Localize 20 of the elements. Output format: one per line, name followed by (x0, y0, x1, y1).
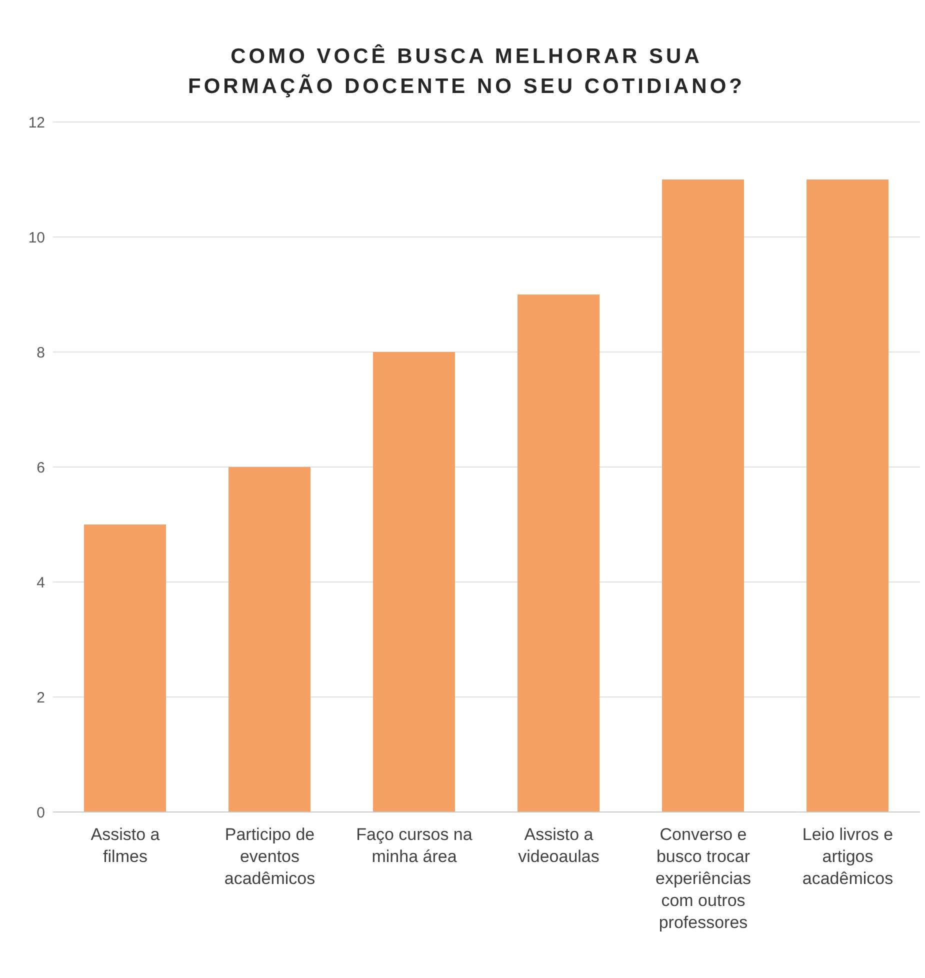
y-tick-label: 0 (36, 804, 45, 822)
bar (373, 352, 455, 812)
x-tick-label: Faço cursos na minha área (356, 825, 473, 866)
y-tick-label: 10 (28, 229, 45, 246)
bar (228, 467, 310, 812)
bar (806, 180, 888, 812)
chart-title: COMO VOCÊ BUSCA MELHORAR SUA FORMAÇÃO DOCENTE NO SEU COTIDIANO? (187, 43, 746, 100)
bar (84, 524, 166, 812)
bar (518, 294, 600, 812)
y-tick-label: 8 (36, 344, 45, 362)
y-tick-label: 4 (36, 574, 45, 592)
y-tick-label: 6 (36, 459, 45, 476)
x-tick-label: Participo de eventos acadêmicos (224, 825, 316, 888)
x-tick-label: Leio livros e artigos acadêmicos (802, 825, 894, 888)
y-tick-label: 12 (28, 114, 45, 132)
x-tick-label: Assisto a videoaulas (518, 825, 600, 866)
bar (662, 180, 744, 812)
y-tick-label: 2 (36, 689, 45, 706)
x-tick-label: Assisto a filmes (90, 825, 160, 866)
x-tick-label: Converso e busco trocar experiências com outros professores (656, 825, 751, 932)
